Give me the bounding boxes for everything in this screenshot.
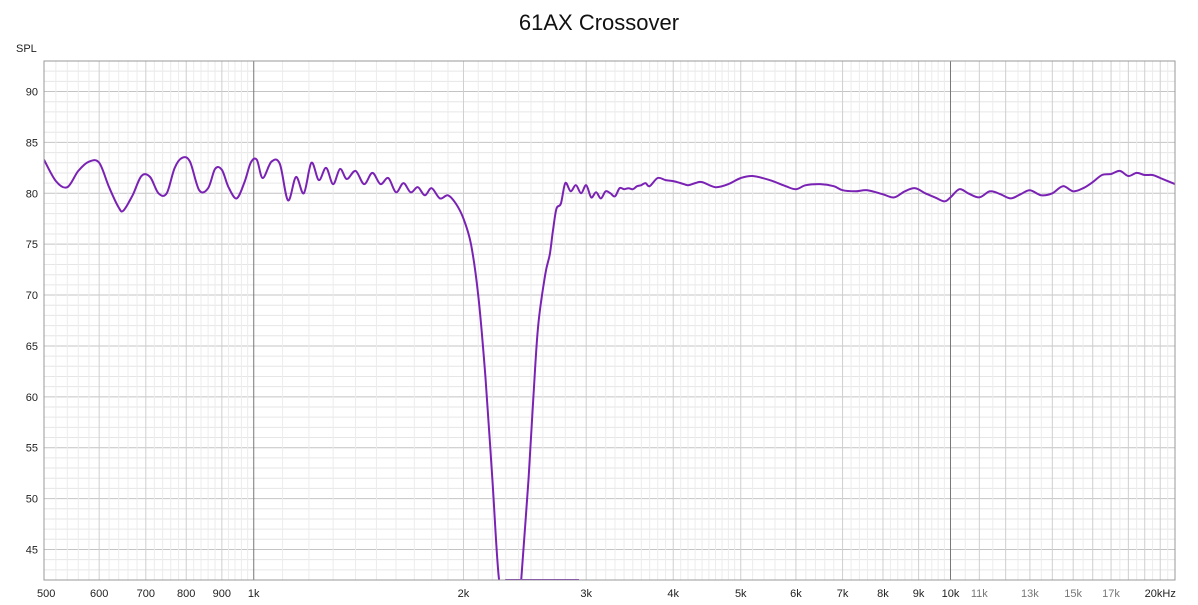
plot-frame <box>43 60 1176 581</box>
y-tick-label: 70 <box>26 290 38 302</box>
x-tick-label: 17k <box>1102 588 1120 600</box>
x-tick-label: 500 <box>37 588 55 600</box>
y-tick-label: 50 <box>26 494 38 506</box>
series-group <box>44 156 1175 580</box>
y-tick-label: 80 <box>26 188 38 200</box>
x-tick-label: 1k <box>248 588 260 600</box>
y-tick-label: 60 <box>26 392 38 404</box>
x-tick-label: 600 <box>90 588 108 600</box>
x-tick-label: 4k <box>667 588 679 600</box>
x-tick-label: 3k <box>580 588 592 600</box>
y-tick-label: 85 <box>26 137 38 149</box>
y-tick-label: 55 <box>26 443 38 455</box>
x-tick-labels: 500 600 700 800 900 1k 2k 3k 4k 5k 6k 7k 8k 9k 10k 11k 1… <box>37 588 1176 600</box>
x-tick-label: 6k <box>790 588 802 600</box>
x-tick-label: 5k <box>735 588 747 600</box>
x-tick-label: 900 <box>213 588 231 600</box>
y-tick-label: 45 <box>26 544 38 556</box>
x-tick-label: 2k <box>458 588 470 600</box>
series-line-tweeter <box>520 169 1175 580</box>
chart-title: 61AX Crossover <box>518 10 680 35</box>
x-tick-label: 10k <box>942 588 960 600</box>
series-line-woofer <box>44 156 579 580</box>
plot-background <box>44 61 1175 580</box>
y-tick-label: 75 <box>26 239 38 251</box>
y-tick-label: 90 <box>26 87 38 99</box>
x-tick-label: 8k <box>877 588 889 600</box>
x-tick-label: 11k <box>971 588 988 600</box>
x-tick-label: 800 <box>177 588 195 600</box>
x-tick-label: 13k <box>1021 588 1039 600</box>
x-tick-label: 7k <box>837 588 849 600</box>
y-tick-label: 65 <box>26 341 38 353</box>
x-tick-label: 9k <box>913 588 925 600</box>
y-tick-labels: 45 50 55 60 65 70 75 80 85 90 <box>26 87 38 557</box>
y-axis-label: SPL <box>16 43 37 55</box>
grid-lines <box>43 60 1176 581</box>
x-tick-label: 15k <box>1064 588 1082 600</box>
x-tick-label: 20kHz <box>1145 588 1176 600</box>
x-tick-label: 700 <box>137 588 155 600</box>
